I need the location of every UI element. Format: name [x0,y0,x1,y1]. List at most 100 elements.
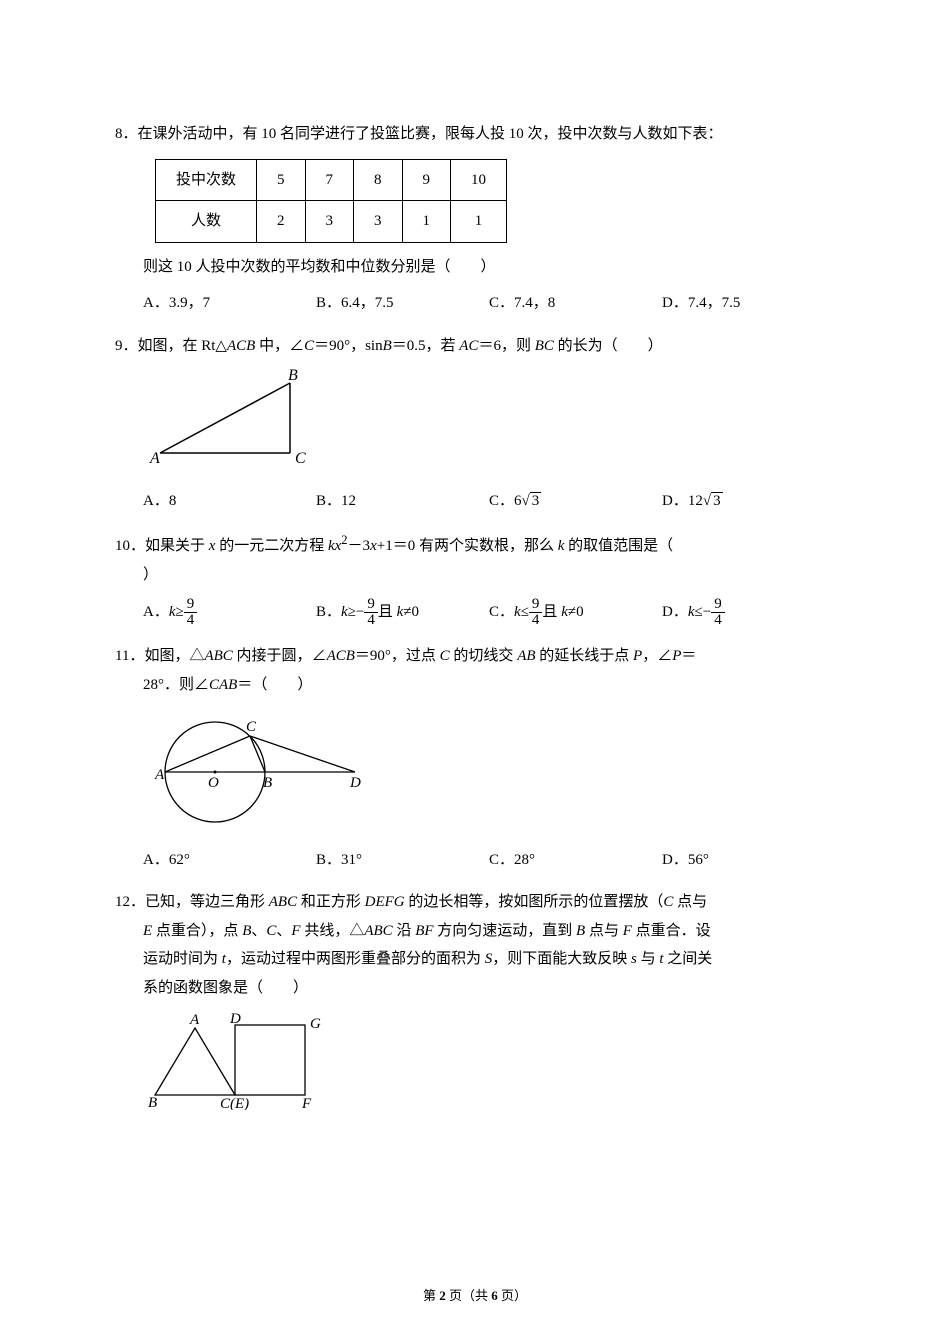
label-a: A [154,767,165,783]
t: 点重合．设 [632,923,711,939]
t: ≥ [176,604,184,620]
n: 9 [364,597,378,613]
q12-diagram: A B C(E) D F G [145,1010,835,1121]
t: ＝90°，过点 [355,648,440,664]
label-ce: C(E) [220,1096,249,1110]
fraction: 94 [184,597,198,628]
n: 9 [711,597,725,613]
t: 和正方形 [297,894,365,910]
label-c: C [246,719,257,735]
q10-text: 10．如果关于 x 的一元二次方程 kx2－3x+1＝0 有两个实数根，那么 k… [115,529,835,561]
t: k [341,604,348,620]
t: ABC [364,923,392,939]
t: E [143,923,152,939]
t: ＝（ ） [237,677,312,693]
t: ACB [327,648,355,664]
t: k [688,604,695,620]
t: B． [316,604,341,620]
t: 沿 [393,923,416,939]
r: 3 [530,492,542,509]
t: AC [459,338,478,354]
question-11: 11．如图，△ABC 内接于圆，∠ACB＝90°，过点 C 的切线交 AB 的延… [115,642,835,874]
cell: 3 [354,201,403,243]
n: 9 [529,597,543,613]
t: B [576,923,585,939]
d: 4 [364,613,378,628]
label-b: B [288,368,298,384]
choice-a: A．k≥94 [143,597,316,628]
t: ≥− [348,604,365,620]
choice-b: B．31° [316,846,489,875]
t: 的切线交 [450,648,518,664]
choice-c: C．6 3 [489,487,662,516]
t: ≠0 [403,604,419,620]
choice-d: D．123 [662,487,835,516]
cell: 人数 [156,201,257,243]
circle-diagram-icon: A B C D O [145,707,375,827]
q11-diagram: A B C D O [145,707,835,838]
t: 内接于圆，∠ [233,648,327,664]
fraction: 94 [711,597,725,628]
t: B [242,923,251,939]
question-8: 8．在课外活动中，有 10 名同学进行了投篮比赛，限每人投 10 次，投中次数与… [115,120,835,318]
t: C．6 [489,493,522,509]
sqrt-icon: 3 [703,487,723,516]
cell: 3 [305,201,354,243]
choice-a: A．62° [143,846,316,875]
t: 之间关 [664,951,713,967]
t: ，运动过程中两图形重叠部分的面积为 [226,951,485,967]
d: 4 [529,613,543,628]
q12-line2: E 点重合），点 B、C、F 共线，△ABC 沿 BF 方向匀速运动，直到 B … [115,917,835,946]
table-row: 投中次数 5 7 8 9 10 [156,159,507,201]
t: A． [143,604,169,620]
t: F [623,923,632,939]
label-a: A [189,1012,200,1028]
q9-diagram: A B C [145,368,835,479]
cell: 2 [257,201,306,243]
sqrt-icon: 3 [522,487,542,516]
q8-text: 8．在课外活动中，有 10 名同学进行了投篮比赛，限每人投 10 次，投中次数与… [115,120,835,149]
t: 且 [378,604,397,620]
t: 的取值范围是（ [564,538,673,554]
q8-subtext: 则这 10 人投中次数的平均数和中位数分别是（ ） [115,253,835,282]
t: C． [489,604,514,620]
question-9: 9．如图，在 Rt△ACB 中，∠C＝90°，sinB＝0.5，若 AC＝6，则… [115,332,835,516]
label-d: D [229,1011,241,1027]
q9-text: 9．如图，在 Rt△ACB 中，∠C＝90°，sinB＝0.5，若 AC＝6，则… [115,332,835,361]
page-footer: 第 2 页（共 6 页） [0,1285,950,1304]
q12-line4: 系的函数图象是（ ） [115,974,835,1003]
t: 点与 [585,923,623,939]
cell: 5 [257,159,306,201]
fraction: 94 [529,597,543,628]
t: BC [535,338,554,354]
label-f: F [301,1096,312,1110]
t: ＝6，则 [478,338,534,354]
fraction: 94 [364,597,378,628]
t: 的一元二次方程 [215,538,328,554]
label-a: A [149,450,160,467]
t: ≤− [695,604,712,620]
t: k [561,604,568,620]
t: －3 [348,538,371,554]
choice-d: D．7.4，7.5 [662,289,835,318]
question-12: 12．已知，等边三角形 ABC 和正方形 DEFG 的边长相等，按如图所示的位置… [115,888,835,1121]
t: 页） [498,1288,527,1303]
q10-choices: A．k≥94 B．k≥−94且 k≠0 C．k≤94且 k≠0 D．k≤−94 [115,597,835,628]
t: 与 [637,951,660,967]
cell: 10 [451,159,507,201]
q8-choices: A．3.9，7 B．6.4，7.5 C．7.4，8 D．7.4，7.5 [115,289,835,318]
t: 方向匀速运动，直到 [434,923,577,939]
label-b: B [263,775,272,791]
t: 28°．则∠ [143,677,209,693]
question-10: 10．如果关于 x 的一元二次方程 kx2－3x+1＝0 有两个实数根，那么 k… [115,529,835,628]
t: BF [415,923,433,939]
cell: 8 [354,159,403,201]
t: ACB [227,338,255,354]
label-d: D [349,775,361,791]
t: ，则下面能大致反映 [492,951,631,967]
table-row: 人数 2 3 3 1 1 [156,201,507,243]
label-b: B [148,1095,157,1110]
q12-text: 12．已知，等边三角形 ABC 和正方形 DEFG 的边长相等，按如图所示的位置… [115,888,835,917]
choice-c: C．k≤94且 k≠0 [489,597,662,628]
t: 9．如图，在 Rt△ [115,338,227,354]
